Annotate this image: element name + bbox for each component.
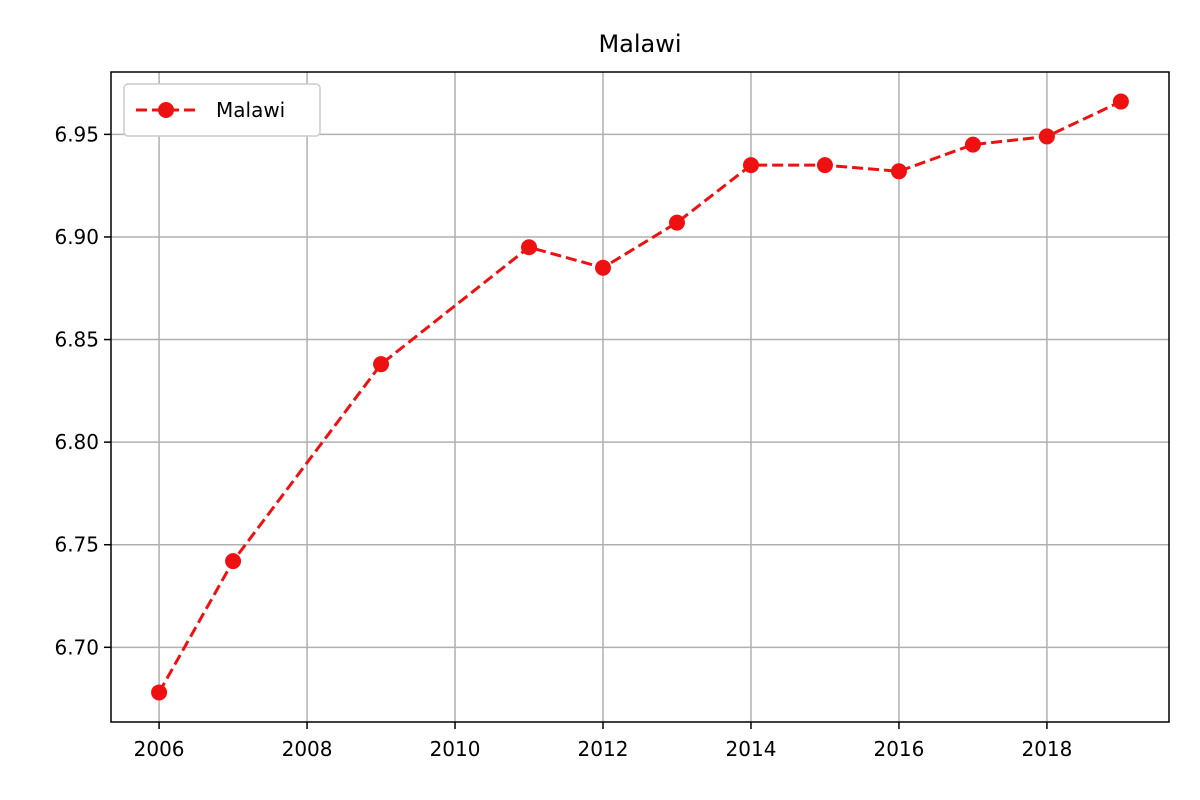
x-tick-label: 2014	[726, 737, 777, 761]
x-axis: 2006 2008 2010 2012 2014 2016 2018	[134, 722, 1072, 761]
legend-marker-swatch	[158, 102, 174, 118]
series-line	[157, 100, 1122, 694]
grid	[111, 72, 1169, 722]
x-tick-label: 2006	[134, 737, 185, 761]
data-point	[742, 157, 759, 174]
legend-box	[123, 83, 321, 137]
y-tick-label: 6.85	[54, 328, 99, 352]
y-tick-label: 6.80	[54, 430, 99, 454]
data-point	[521, 239, 538, 256]
data-point	[1038, 128, 1055, 145]
y-tick-label: 6.75	[54, 533, 99, 557]
y-axis: 6.70 6.75 6.80 6.85 6.90 6.95	[54, 122, 111, 659]
chart-title: Malawi	[598, 30, 681, 58]
data-point	[151, 684, 168, 701]
y-tick-label: 6.95	[54, 122, 99, 146]
x-tick-label: 2018	[1021, 737, 1072, 761]
data-point	[373, 356, 390, 373]
x-tick-label: 2016	[873, 737, 924, 761]
data-point	[890, 163, 907, 180]
data-point	[1112, 93, 1129, 110]
x-tick-label: 2012	[578, 737, 629, 761]
legend-label: Malawi	[216, 98, 285, 122]
data-point	[668, 214, 685, 231]
y-tick-label: 6.70	[54, 635, 99, 659]
x-tick-label: 2008	[282, 737, 333, 761]
plot-frame	[110, 71, 1170, 723]
x-tick-label: 2010	[430, 737, 481, 761]
data-point	[964, 136, 981, 153]
legend: Malawi	[123, 83, 321, 137]
data-point	[225, 553, 242, 570]
data-point	[595, 259, 612, 276]
series-layer	[151, 93, 1129, 701]
data-point	[816, 157, 833, 174]
y-tick-label: 6.90	[54, 225, 99, 249]
